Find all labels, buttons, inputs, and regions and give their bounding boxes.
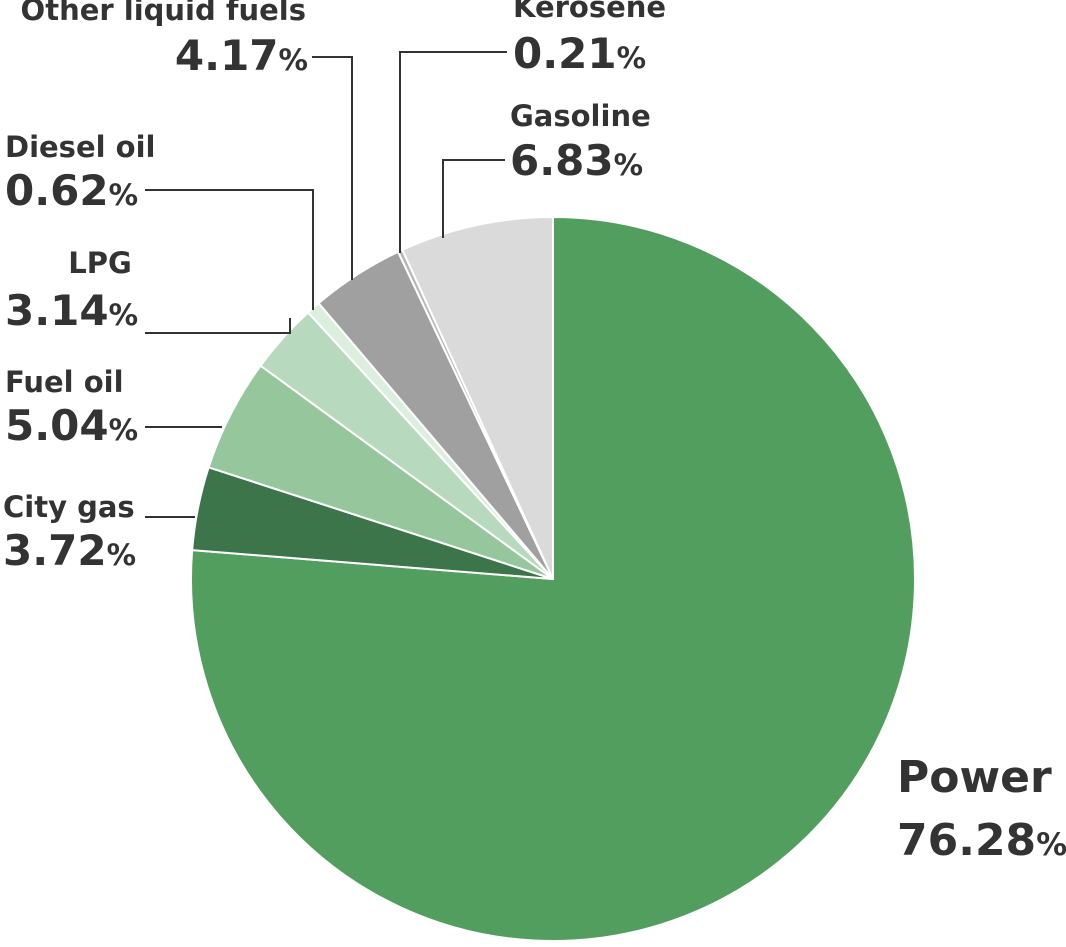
leader-line (145, 318, 291, 334)
value-label: 5.04% (5, 401, 138, 450)
slice-label: Power (897, 752, 1052, 803)
slice-label: Diesel oil (5, 130, 155, 164)
leader-line (312, 56, 353, 280)
value-label: 76.28% (897, 815, 1066, 866)
slice-label: LPG (68, 246, 132, 280)
value-label: 3.14% (5, 286, 138, 335)
value-label: 0.62% (5, 166, 138, 215)
pie-slice (401, 215, 554, 580)
value-label: 6.83% (510, 136, 643, 185)
leader-line (442, 159, 505, 238)
slice-label: Other liquid fuels (21, 0, 306, 27)
value-label: 3.72% (3, 526, 136, 575)
leader-line (399, 51, 507, 253)
slice-label: Fuel oil (5, 365, 124, 399)
slice-label: City gas (3, 490, 135, 524)
slice-label: Kerosene (513, 0, 666, 24)
leader-line (145, 189, 314, 310)
value-label: 4.17% (175, 31, 308, 80)
slice-label: Gasoline (510, 99, 651, 133)
value-label: 0.21% (513, 29, 646, 78)
